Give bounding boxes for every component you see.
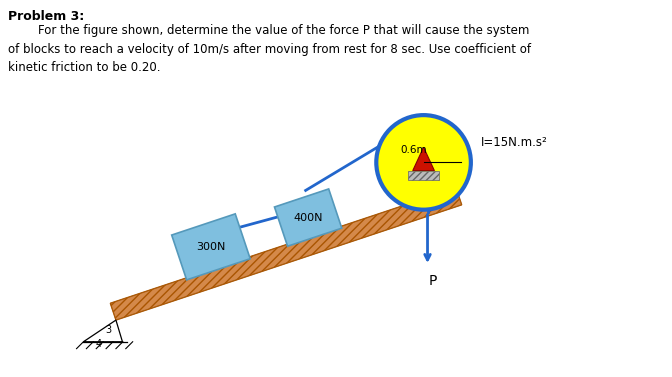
Polygon shape: [413, 147, 434, 171]
Polygon shape: [409, 171, 439, 179]
Text: 0.6m: 0.6m: [401, 144, 427, 155]
Polygon shape: [110, 188, 462, 320]
Polygon shape: [83, 320, 122, 342]
Text: Problem 3:: Problem 3:: [8, 10, 84, 23]
Text: For the figure shown, determine the value of the force P that will cause the sys: For the figure shown, determine the valu…: [8, 25, 531, 75]
Text: P: P: [428, 274, 437, 288]
Polygon shape: [274, 189, 342, 246]
Circle shape: [376, 115, 471, 210]
Text: 4: 4: [95, 339, 101, 349]
Text: 3: 3: [105, 325, 111, 335]
Polygon shape: [171, 214, 250, 280]
Text: 300N: 300N: [196, 242, 226, 252]
Text: 400N: 400N: [294, 213, 323, 222]
Text: I=15N.m.s²: I=15N.m.s²: [480, 136, 548, 149]
